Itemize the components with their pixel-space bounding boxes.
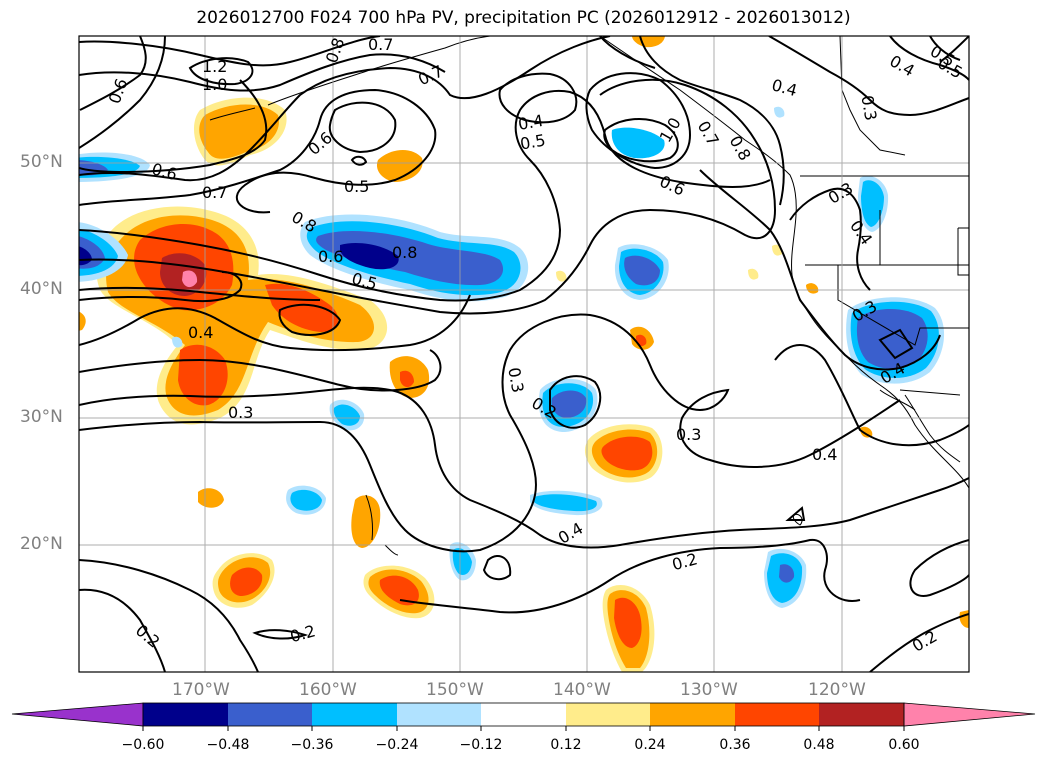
lon-label-140w: 140°W bbox=[553, 680, 611, 700]
contour-label: 0.5 bbox=[344, 177, 369, 196]
colorbar-tick-label: −0.60 bbox=[121, 737, 165, 753]
precip-positive-anomalies bbox=[79, 36, 969, 672]
contour-label: 0.7 bbox=[368, 35, 393, 54]
lat-label-20n: 20°N bbox=[20, 534, 63, 554]
colorbar-segment bbox=[312, 703, 397, 726]
contour-label: 0.4 bbox=[517, 111, 545, 134]
contour-label: 0.4 bbox=[188, 323, 213, 342]
colorbar-tick-label: 0.60 bbox=[888, 737, 920, 753]
lon-label-170w: 170°W bbox=[172, 680, 230, 700]
contour-label: 0.4 bbox=[812, 445, 837, 464]
contour-label: 0.6 bbox=[318, 247, 343, 266]
map-area: 1.2 1.0 0.6 0.8 0.7 0.7 0.6 0.8 0.4 0.5 … bbox=[79, 35, 969, 672]
colorbar-tick-label: 0.36 bbox=[719, 737, 751, 753]
map-frame bbox=[78, 35, 970, 673]
colorbar-segment bbox=[650, 703, 735, 726]
contour-label: 0.7 bbox=[202, 183, 227, 202]
map-title: 2026012700 F024 700 hPa PV, precipitatio… bbox=[196, 8, 851, 28]
colorbar-segment bbox=[819, 703, 904, 726]
contour-label: 0.8 bbox=[392, 243, 417, 262]
lon-label-130w: 130°W bbox=[680, 680, 738, 700]
colorbar-tick-label: −0.24 bbox=[375, 737, 419, 753]
colorbar-segment bbox=[566, 703, 650, 726]
colorbar-extend-high bbox=[903, 702, 1036, 727]
contour-label: 0.3 bbox=[228, 403, 253, 422]
lon-label-160w: 160°W bbox=[299, 680, 357, 700]
lat-label-40n: 40°N bbox=[20, 279, 63, 299]
colorbar-tick-label: −0.48 bbox=[206, 737, 250, 753]
borders bbox=[800, 36, 969, 396]
colorbar-tick-label: 0.24 bbox=[634, 737, 666, 753]
lon-label-150w: 150°W bbox=[426, 680, 484, 700]
coastline bbox=[209, 36, 969, 556]
lat-label-50n: 50°N bbox=[20, 152, 63, 172]
contour-label: 1.2 bbox=[202, 57, 227, 76]
lat-label-30n: 30°N bbox=[20, 407, 63, 427]
contour-label: 0.3 bbox=[504, 366, 527, 394]
colorbar-segment bbox=[735, 703, 819, 726]
colorbar-segment bbox=[228, 703, 312, 726]
colorbar-tick-label: −0.36 bbox=[290, 737, 334, 753]
colorbar-segment bbox=[143, 703, 228, 726]
colorbar-extend-low bbox=[11, 702, 144, 727]
contour-label: 0.5 bbox=[519, 130, 547, 153]
colorbar-tick-label: −0.12 bbox=[459, 737, 503, 753]
contour-label: 0.3 bbox=[857, 94, 880, 122]
colorbar-tick-label: 0.12 bbox=[550, 737, 582, 753]
colorbar-segment bbox=[397, 703, 481, 726]
lon-label-120w: 120°W bbox=[808, 680, 866, 700]
colorbar bbox=[11, 702, 1036, 731]
contour-label: 0.3 bbox=[676, 425, 701, 444]
graticule bbox=[79, 36, 969, 672]
colorbar-tick-label: 0.48 bbox=[803, 737, 835, 753]
colorbar-segment bbox=[481, 703, 566, 726]
contour-label: 1.0 bbox=[202, 75, 227, 94]
pv-contours bbox=[79, 36, 969, 672]
